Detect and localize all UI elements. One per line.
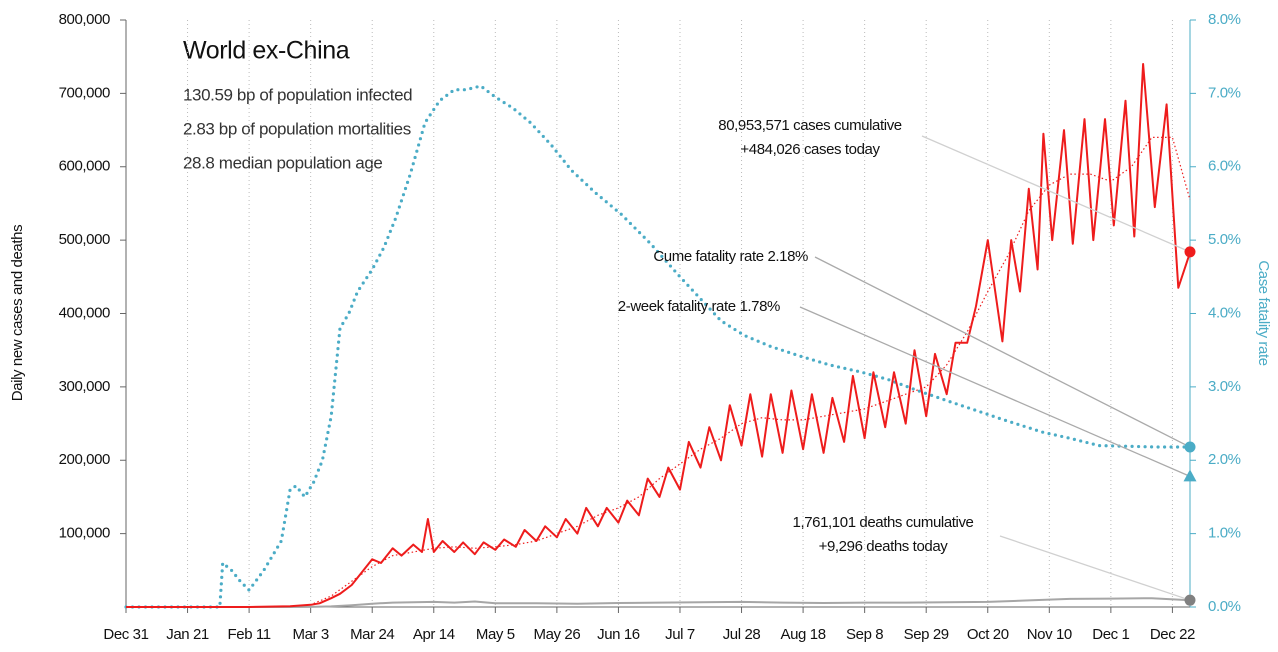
x-tick-label: Mar 24: [350, 626, 394, 643]
x-tick-label: Feb 11: [228, 626, 271, 643]
x-tick-label: Dec 1: [1092, 626, 1129, 643]
y-tick-label: 800,000: [59, 11, 110, 28]
series-line: [126, 63, 1191, 608]
y2-tick-label: 0.0%: [1208, 598, 1241, 615]
annotation: +9,296 deaths today: [819, 538, 949, 555]
y-tick-label: 200,000: [59, 451, 110, 468]
leader-line: [921, 135, 1191, 253]
x-tick-label: Sep 8: [846, 626, 883, 643]
annotation: +484,026 cases today: [740, 141, 880, 158]
series-line: [124, 84, 1192, 609]
subtitle: 130.59 bp of population infected: [183, 85, 412, 104]
annotation: 80,953,571 cases cumulative: [718, 117, 902, 134]
chart-title: World ex-China: [183, 37, 350, 65]
y-tick-label: 400,000: [59, 304, 110, 321]
x-tick-label: Mar 3: [292, 626, 328, 643]
y-tick-label: 500,000: [59, 231, 110, 248]
y-tick-label: 300,000: [59, 378, 110, 395]
end-marker: [1184, 594, 1196, 606]
leader-line: [814, 256, 1191, 448]
subtitle: 2.83 bp of population mortalities: [183, 119, 411, 138]
x-tick-label: Jul 7: [665, 626, 695, 643]
x-tick-label: Jan 21: [166, 626, 209, 643]
leader-line: [999, 535, 1191, 601]
y2-axis-label: Case fatality rate: [1255, 260, 1272, 365]
y2-tick-label: 3.0%: [1208, 378, 1241, 395]
x-tick-label: Dec 22: [1150, 626, 1195, 643]
end-marker: [1183, 469, 1197, 482]
annotation: 2-week fatality rate 1.78%: [618, 298, 780, 315]
x-tick-label: Sep 29: [904, 626, 949, 643]
x-tick-label: Apr 14: [413, 626, 455, 643]
y-tick-label: 100,000: [59, 525, 110, 542]
x-tick-label: Aug 18: [781, 626, 826, 643]
x-tick-label: Jun 16: [597, 626, 640, 643]
y2-tick-label: 8.0%: [1208, 11, 1241, 28]
end-marker: [1184, 441, 1196, 453]
end-marker: [1184, 246, 1196, 258]
series-line: [126, 597, 1191, 608]
y-axis-label: Daily new cases and deaths: [9, 225, 26, 401]
y2-tick-label: 6.0%: [1208, 158, 1241, 175]
x-tick-label: May 5: [476, 626, 515, 643]
x-tick-label: May 26: [533, 626, 580, 643]
annotation: 1,761,101 deaths cumulative: [793, 514, 974, 531]
leader-line: [799, 306, 1191, 477]
annotation: Cume fatality rate 2.18%: [653, 248, 808, 265]
subtitle: 28.8 median population age: [183, 153, 382, 172]
y2-tick-label: 4.0%: [1208, 304, 1241, 321]
y-tick-label: 700,000: [59, 84, 110, 101]
y2-tick-label: 1.0%: [1208, 525, 1241, 542]
y-tick-label: 600,000: [59, 158, 110, 175]
x-tick-label: Nov 10: [1027, 626, 1072, 643]
x-tick-label: Jul 28: [723, 626, 761, 643]
x-tick-label: Oct 20: [967, 626, 1009, 643]
y2-tick-label: 2.0%: [1208, 451, 1241, 468]
x-tick-label: Dec 31: [103, 626, 148, 643]
y2-tick-label: 5.0%: [1208, 231, 1241, 248]
y2-tick-label: 7.0%: [1208, 84, 1241, 101]
